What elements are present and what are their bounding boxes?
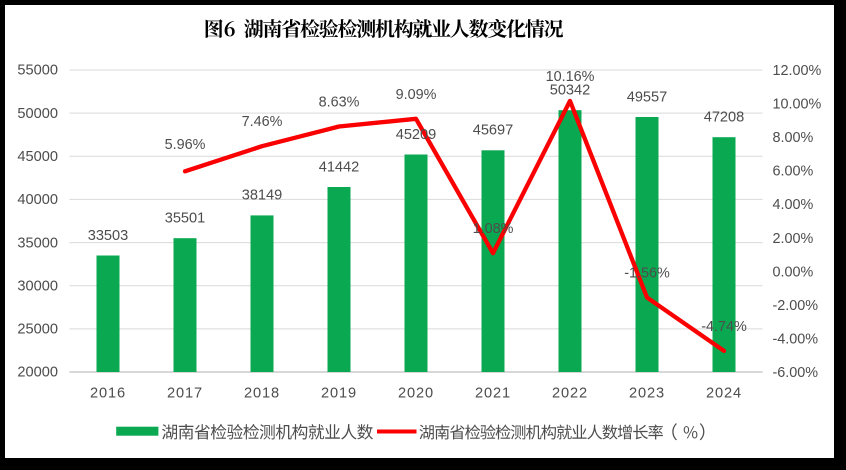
svg-text:40000: 40000 <box>17 192 58 208</box>
svg-text:6.00%: 6.00% <box>773 164 814 180</box>
svg-text:2016: 2016 <box>90 386 126 402</box>
svg-text:10.00%: 10.00% <box>773 97 822 113</box>
svg-text:45000: 45000 <box>17 149 58 165</box>
svg-text:35501: 35501 <box>165 211 206 227</box>
svg-text:55000: 55000 <box>17 63 58 79</box>
svg-text:35000: 35000 <box>17 235 58 251</box>
svg-text:2020: 2020 <box>398 386 434 402</box>
svg-text:38149: 38149 <box>242 188 283 204</box>
svg-text:2017: 2017 <box>167 386 203 402</box>
svg-text:2023: 2023 <box>629 386 665 402</box>
svg-text:8.63%: 8.63% <box>319 95 360 111</box>
svg-text:12.00%: 12.00% <box>773 63 822 79</box>
svg-text:33503: 33503 <box>88 228 129 244</box>
svg-text:20000: 20000 <box>17 365 58 381</box>
svg-text:2022: 2022 <box>552 386 588 402</box>
svg-text:45697: 45697 <box>473 123 514 139</box>
svg-text:1.08%: 1.08% <box>473 221 514 237</box>
svg-text:2018: 2018 <box>244 386 280 402</box>
svg-text:2.00%: 2.00% <box>773 231 814 247</box>
svg-text:4.00%: 4.00% <box>773 197 814 213</box>
svg-text:8.00%: 8.00% <box>773 130 814 146</box>
svg-text:50000: 50000 <box>17 106 58 122</box>
svg-text:2024: 2024 <box>706 386 742 402</box>
svg-text:-6.00%: -6.00% <box>773 365 819 381</box>
svg-text:5.96%: 5.96% <box>165 137 206 153</box>
svg-text:7.46%: 7.46% <box>242 114 283 130</box>
svg-text:47208: 47208 <box>704 110 745 126</box>
svg-text:45209: 45209 <box>396 127 437 143</box>
svg-text:25000: 25000 <box>17 322 58 338</box>
svg-text:50342: 50342 <box>550 83 591 99</box>
svg-text:41442: 41442 <box>319 159 360 175</box>
svg-text:10.16%: 10.16% <box>546 69 595 85</box>
svg-text:-4.74%: -4.74% <box>701 319 747 335</box>
svg-text:30000: 30000 <box>17 278 58 294</box>
svg-text:-4.00%: -4.00% <box>773 331 819 347</box>
svg-text:-1.56%: -1.56% <box>624 266 670 282</box>
svg-text:9.09%: 9.09% <box>396 87 437 103</box>
svg-text:2019: 2019 <box>321 386 357 402</box>
svg-text:49557: 49557 <box>627 89 668 105</box>
svg-text:2021: 2021 <box>475 386 511 402</box>
svg-text:0.00%: 0.00% <box>773 264 814 280</box>
svg-text:-2.00%: -2.00% <box>773 298 819 314</box>
